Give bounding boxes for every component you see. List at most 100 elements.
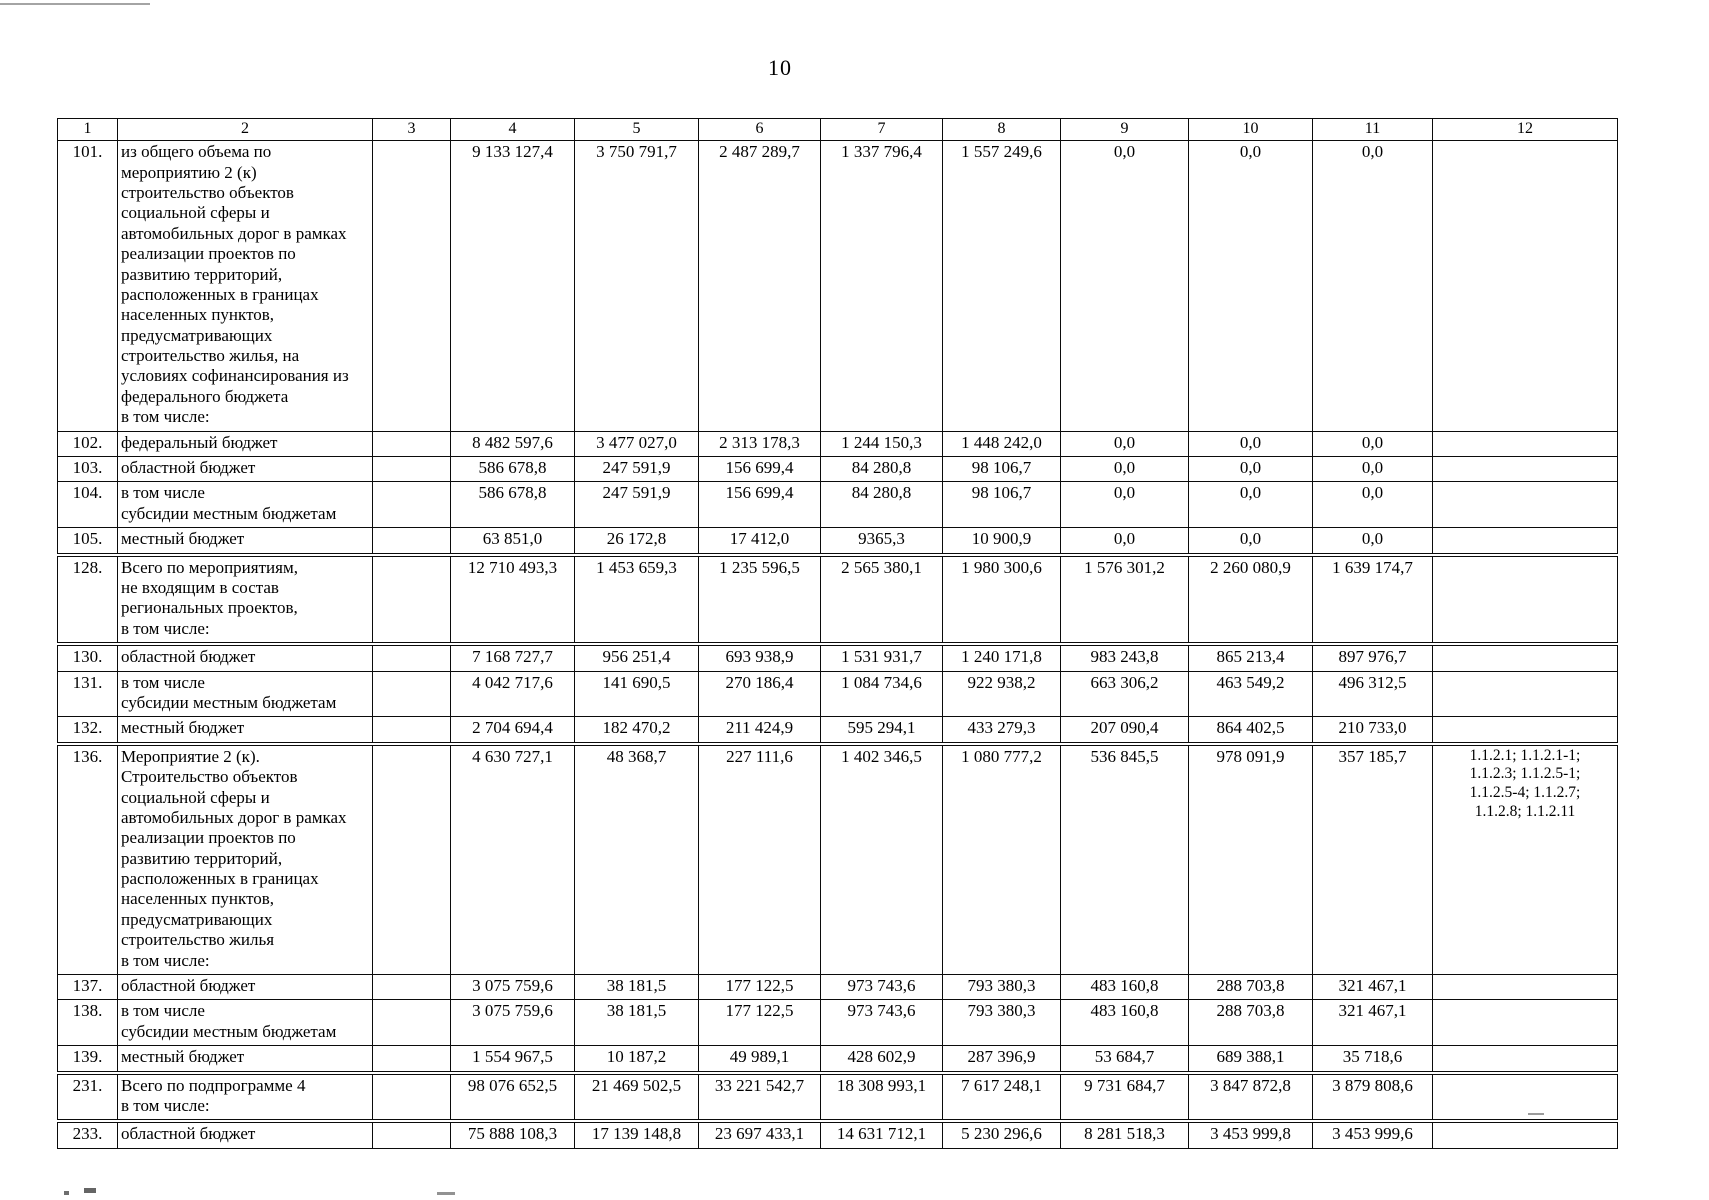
column-header: 4	[450, 117, 575, 142]
column-header: 10	[1188, 117, 1313, 142]
column-header: 5	[574, 117, 699, 142]
row-value: 8 281 518,3	[1060, 1119, 1189, 1149]
row-value: 0,0	[1312, 456, 1433, 483]
row-refs	[1432, 716, 1618, 745]
row-value: 210 733,0	[1312, 716, 1433, 745]
row-value: 793 380,3	[942, 974, 1061, 1001]
row-value: 48 368,7	[574, 741, 699, 976]
row-value: 98 106,7	[942, 481, 1061, 529]
row-value: 1 531 931,7	[820, 642, 943, 672]
row-number: 138.	[57, 999, 118, 1047]
row-value: 288 703,8	[1188, 974, 1313, 1001]
row-value: 321 467,1	[1312, 974, 1433, 1001]
row-refs	[1432, 974, 1618, 1001]
row-refs	[1432, 140, 1618, 432]
row-refs	[1432, 456, 1618, 483]
row-value: 956 251,4	[574, 642, 699, 672]
row-label: в том числе субсидии местным бюджетам	[117, 481, 373, 529]
row-label: областной бюджет	[117, 974, 373, 1001]
row-value: 357 185,7	[1312, 741, 1433, 976]
row-value: 864 402,5	[1188, 716, 1313, 745]
row-refs	[1432, 552, 1618, 645]
row-value: 227 111,6	[698, 741, 821, 976]
row-value: 0,0	[1060, 481, 1189, 529]
row-value: 7 617 248,1	[942, 1070, 1061, 1122]
row-value: 84 280,8	[820, 481, 943, 529]
row-value: 1 453 659,3	[574, 552, 699, 645]
row-value: 586 678,8	[450, 456, 575, 483]
row-value: 247 591,9	[574, 456, 699, 483]
column-header: 3	[372, 117, 451, 142]
row-value: 288 703,8	[1188, 999, 1313, 1047]
row-value: 7 168 727,7	[450, 642, 575, 672]
row-value: 33 221 542,7	[698, 1070, 821, 1122]
table-row: 136. Мероприятие 2 (к). Строительство об…	[57, 741, 1618, 976]
row-col3-empty	[372, 527, 451, 556]
row-value: 321 467,1	[1312, 999, 1433, 1047]
row-value: 12 710 493,3	[450, 552, 575, 645]
row-value: 17 139 148,8	[574, 1119, 699, 1149]
row-value: 10 900,9	[942, 527, 1061, 556]
row-value: 49 989,1	[698, 1045, 821, 1074]
row-label: из общего объема по мероприятию 2 (к) ст…	[117, 140, 373, 432]
row-value: 182 470,2	[574, 716, 699, 745]
row-number: 104.	[57, 481, 118, 529]
row-value: 53 684,7	[1060, 1045, 1189, 1074]
row-value: 1 448 242,0	[942, 430, 1061, 458]
row-value: 38 181,5	[574, 999, 699, 1047]
row-refs	[1432, 1045, 1618, 1074]
row-value: 463 549,2	[1188, 670, 1313, 718]
row-number: 139.	[57, 1045, 118, 1074]
scan-artifact	[64, 1191, 69, 1195]
row-value: 5 230 296,6	[942, 1119, 1061, 1149]
row-label: областной бюджет	[117, 642, 373, 672]
row-value: 141 690,5	[574, 670, 699, 718]
row-value: 586 678,8	[450, 481, 575, 529]
row-refs	[1432, 1119, 1618, 1149]
row-value: 8 482 597,6	[450, 430, 575, 458]
table-row: 132. местный бюджет 2 704 694,4 182 470,…	[57, 716, 1618, 745]
row-value: 3 750 791,7	[574, 140, 699, 432]
row-value: 0,0	[1312, 140, 1433, 432]
row-value: 247 591,9	[574, 481, 699, 529]
row-col3-empty	[372, 1119, 451, 1149]
row-value: 3 453 999,6	[1312, 1119, 1433, 1149]
row-value: 483 160,8	[1060, 999, 1189, 1047]
row-col3-empty	[372, 716, 451, 745]
row-label: Всего по мероприятиям, не входящим в сос…	[117, 552, 373, 645]
row-value: 23 697 433,1	[698, 1119, 821, 1149]
column-header: 12	[1432, 117, 1618, 142]
row-value: 156 699,4	[698, 481, 821, 529]
row-value: 1 337 796,4	[820, 140, 943, 432]
column-header: 8	[942, 117, 1061, 142]
table-header-row: 1 2 3 4 5 6 7 8 9 10 11 12	[57, 117, 1618, 142]
row-col3-empty	[372, 552, 451, 645]
row-value: 483 160,8	[1060, 974, 1189, 1001]
row-value: 1 639 174,7	[1312, 552, 1433, 645]
row-col3-empty	[372, 642, 451, 672]
row-value: 0,0	[1060, 456, 1189, 483]
row-value: 0,0	[1188, 140, 1313, 432]
row-number: 103.	[57, 456, 118, 483]
row-value: 496 312,5	[1312, 670, 1433, 718]
table-row: 231. Всего по подпрограмме 4 в том числе…	[57, 1070, 1618, 1122]
row-value: 0,0	[1188, 527, 1313, 556]
row-value: 177 122,5	[698, 974, 821, 1001]
row-number: 102.	[57, 430, 118, 458]
row-refs: 1.1.2.1; 1.1.2.1-1; 1.1.2.3; 1.1.2.5-1; …	[1432, 741, 1618, 976]
row-col3-empty	[372, 456, 451, 483]
row-value: 38 181,5	[574, 974, 699, 1001]
row-value: 9 133 127,4	[450, 140, 575, 432]
row-number: 105.	[57, 527, 118, 556]
row-col3-empty	[372, 741, 451, 976]
row-value: 4 042 717,6	[450, 670, 575, 718]
row-value: 84 280,8	[820, 456, 943, 483]
table-row: 138. в том числе субсидии местным бюджет…	[57, 999, 1618, 1047]
row-number: 231.	[57, 1070, 118, 1122]
row-value: 1 554 967,5	[450, 1045, 575, 1074]
row-value: 973 743,6	[820, 974, 943, 1001]
scan-artifact	[437, 1192, 455, 1195]
row-value: 793 380,3	[942, 999, 1061, 1047]
row-value: 270 186,4	[698, 670, 821, 718]
